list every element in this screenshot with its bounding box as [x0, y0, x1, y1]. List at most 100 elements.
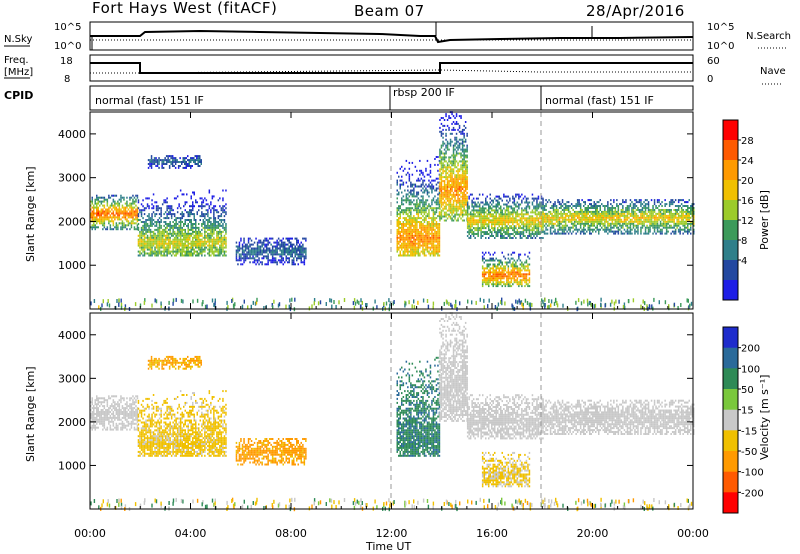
power-echo-cell	[528, 263, 531, 266]
power-echo-cell	[542, 207, 544, 209]
power-echo-cell	[521, 213, 523, 216]
power-echo-cell	[220, 248, 223, 251]
power-echo-cell	[463, 207, 465, 210]
power-echo-cell	[179, 240, 182, 243]
power-echo-cell	[425, 217, 427, 220]
power-echo-cell	[466, 209, 469, 212]
power-echo-cell	[587, 222, 589, 225]
power-echo-cell	[405, 201, 408, 204]
power-echo-cell	[557, 232, 559, 235]
power-echo-cell	[501, 273, 503, 276]
power-echo-cell	[133, 202, 136, 205]
power-echo-cell	[439, 154, 441, 157]
power-echo-cell	[296, 257, 298, 260]
power-echo-cell	[176, 232, 179, 235]
power-echo-cell	[240, 257, 242, 260]
power-echo-cell	[142, 234, 144, 237]
power-echo-cell	[158, 207, 161, 210]
power-echo-cell	[204, 221, 206, 223]
power-echo-cell	[439, 207, 441, 210]
power-echo-cell	[211, 230, 214, 233]
power-echo-cell	[537, 221, 540, 224]
power-echo-cell	[196, 240, 198, 243]
power-echo-cell	[210, 217, 212, 220]
power-echo-cell	[454, 180, 456, 183]
power-echo-cell	[140, 238, 143, 241]
power-echo-cell	[570, 220, 573, 223]
power-echo-cell	[189, 242, 191, 245]
power-echo-cell	[414, 242, 417, 245]
power-echo-cell	[205, 213, 208, 216]
power-echo-cell	[440, 144, 443, 147]
power-echo-cell	[261, 251, 263, 254]
power-echo-cell	[174, 161, 177, 163]
power-echo-cell	[425, 242, 427, 245]
power-echo-cell	[425, 201, 427, 204]
power-echo-cell	[270, 243, 272, 246]
power-echo-cell	[99, 204, 101, 207]
power-echo-cell	[534, 209, 537, 212]
power-echo-cell	[446, 162, 449, 165]
power-echo-cell	[126, 220, 128, 223]
power-echo-cell	[560, 210, 562, 213]
power-echo-cell	[184, 240, 186, 243]
power-echo-cell	[402, 226, 405, 229]
power-echo-cell	[160, 244, 162, 247]
power-echo-cell	[401, 230, 403, 233]
power-echo-cell	[160, 213, 162, 216]
power-echo-cell	[513, 211, 516, 214]
power-echo-cell	[404, 246, 406, 249]
power-echo-cell	[184, 234, 186, 237]
power-echo-cell	[445, 172, 447, 175]
power-echo-cell	[170, 163, 172, 165]
power-echo-cell	[405, 234, 408, 237]
power-echo-cell	[284, 243, 286, 246]
power-echo-cell	[217, 238, 220, 241]
power-echo-cell	[519, 283, 522, 286]
power-echo-cell	[533, 225, 535, 228]
power-echo-cell	[460, 203, 462, 206]
power-echo-cell	[428, 224, 430, 227]
power-echo-cell	[195, 230, 197, 233]
power-echo-cell	[290, 253, 292, 256]
power-echo-cell	[516, 233, 519, 235]
power-echo-cell	[414, 244, 417, 247]
power-echo-cell	[454, 122, 456, 125]
power-echo-cell	[402, 217, 405, 220]
power-echo-cell	[195, 236, 197, 239]
power-echo-cell	[480, 227, 482, 230]
power-echo-cell	[549, 220, 552, 223]
power-echo-cell	[422, 250, 424, 253]
power-echo-cell	[410, 221, 412, 223]
power-echo-cell	[587, 218, 589, 221]
freq-left-tick-top: 18	[60, 56, 73, 67]
power-echo-cell	[160, 240, 162, 243]
power-echo-cell	[501, 237, 503, 239]
power-echo-cell	[414, 246, 417, 249]
power-echo-cell	[503, 277, 505, 280]
power-echo-cell	[573, 222, 576, 225]
power-echo-cell	[140, 240, 143, 243]
freq-trace	[90, 62, 693, 74]
power-echo-cell	[115, 202, 118, 205]
power-echo-cell	[291, 253, 293, 256]
power-echo-cell	[466, 213, 469, 216]
power-echo-cell	[187, 226, 189, 229]
power-echo-cell	[543, 218, 546, 221]
power-echo-cell	[461, 213, 464, 216]
power-echo-cell	[154, 224, 156, 227]
power-echo-cell	[461, 140, 464, 143]
power-echo-cell	[416, 224, 418, 227]
power-echo-cell	[161, 234, 164, 237]
power-echo-cell	[437, 250, 439, 253]
power-echo-cell	[460, 201, 462, 204]
power-echo-cell	[486, 281, 488, 284]
power-echo-cell	[262, 247, 265, 250]
power-echo-cell	[498, 219, 500, 222]
power-echo-cell	[446, 140, 449, 143]
power-echo-cell	[193, 226, 195, 229]
power-echo-cell	[579, 226, 582, 229]
power-echo-cell	[432, 236, 435, 239]
power-echo-cell	[452, 144, 455, 147]
power-echo-cell	[133, 222, 136, 225]
